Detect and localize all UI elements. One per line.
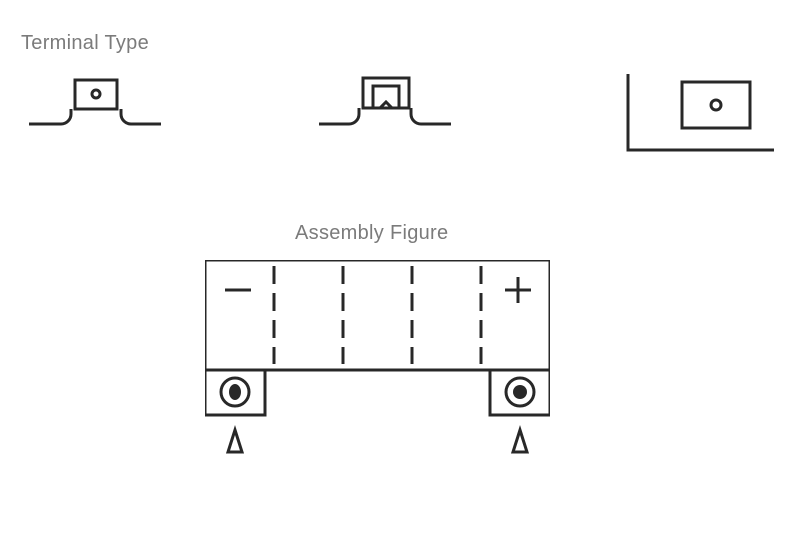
indicator-triangle-icon xyxy=(513,430,527,452)
terminal-icon-left xyxy=(25,72,165,152)
terminal-icon-middle xyxy=(315,72,455,152)
assembly-figure-diagram xyxy=(205,260,550,460)
diagram-canvas: Terminal Type Assembly Figure xyxy=(0,0,800,543)
terminal-icon-right xyxy=(620,72,780,162)
terminal-type-label: Terminal Type xyxy=(21,32,149,55)
indicator-triangle-icon xyxy=(228,430,242,452)
assembly-figure-label: Assembly Figure xyxy=(295,222,448,245)
plus-sign-icon xyxy=(505,277,531,303)
